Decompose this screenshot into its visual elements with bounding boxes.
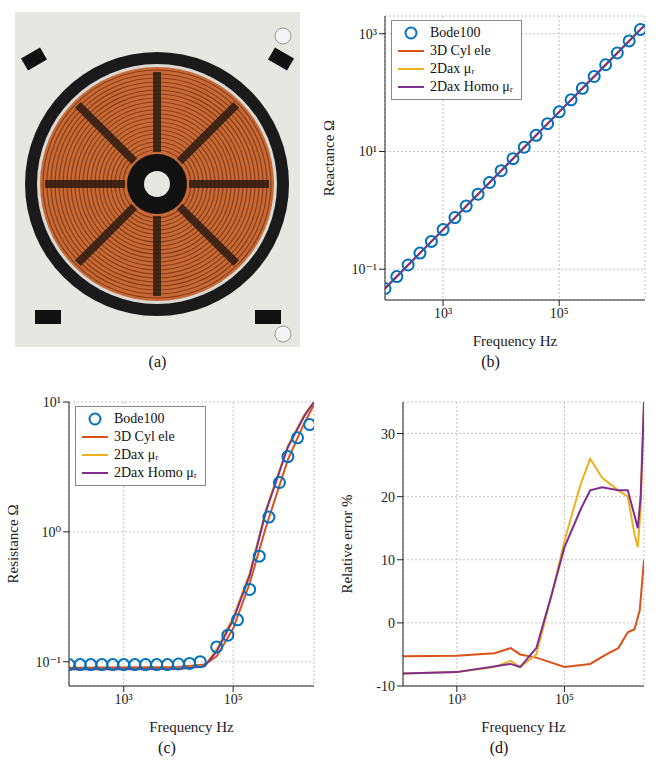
svg-text:10⁻¹: 10⁻¹ <box>35 655 61 670</box>
svg-text:Reactance Ω: Reactance Ω <box>321 120 337 197</box>
html-text:(d): (d) <box>489 739 509 756</box>
svg-text:0: 0 <box>388 616 395 631</box>
html-text:2Dax μᵣ: 2Dax μᵣ <box>430 61 475 76</box>
html-text:2Dax Homo μᵣ: 2Dax Homo μᵣ <box>430 79 513 94</box>
html-text:Bode100: Bode100 <box>114 411 165 426</box>
svg-text:10⁰: 10⁰ <box>41 525 61 540</box>
svg-text:10⁵: 10⁵ <box>550 306 569 321</box>
svg-text:10³: 10³ <box>434 306 452 321</box>
html-text:Bode100: Bode100 <box>430 25 481 40</box>
html-text:(b): (b) <box>481 353 500 370</box>
svg-text:10⁵: 10⁵ <box>224 692 243 707</box>
svg-text:Frequency Hz: Frequency Hz <box>473 333 558 349</box>
svg-text:-10: -10 <box>376 679 395 694</box>
html-text:3D Cyl ele: 3D Cyl ele <box>430 43 491 58</box>
html-text:3D Cyl ele: 3D Cyl ele <box>114 429 175 444</box>
html-text:(a): (a) <box>148 353 167 370</box>
svg-text:10³: 10³ <box>115 692 133 707</box>
svg-text:10³: 10³ <box>448 692 466 707</box>
svg-text:10¹: 10¹ <box>43 395 61 410</box>
svg-text:Relative error %: Relative error % <box>339 494 355 593</box>
svg-text:Resistance Ω: Resistance Ω <box>5 504 21 583</box>
html-text:2Dax μᵣ: 2Dax μᵣ <box>114 447 159 462</box>
html-text:(c): (c) <box>158 739 176 756</box>
svg-text:10⁵: 10⁵ <box>555 692 574 707</box>
svg-text:10⁻¹: 10⁻¹ <box>351 262 377 277</box>
svg-text:30: 30 <box>381 427 395 442</box>
svg-text:Frequency Hz: Frequency Hz <box>149 719 234 735</box>
svg-text:10: 10 <box>381 553 395 568</box>
svg-text:20: 20 <box>381 490 395 505</box>
svg-text:Frequency Hz: Frequency Hz <box>481 719 566 735</box>
svg-text:10³: 10³ <box>359 27 377 42</box>
svg-text:10¹: 10¹ <box>359 144 377 159</box>
html-text:2Dax Homo μᵣ: 2Dax Homo μᵣ <box>114 465 197 480</box>
